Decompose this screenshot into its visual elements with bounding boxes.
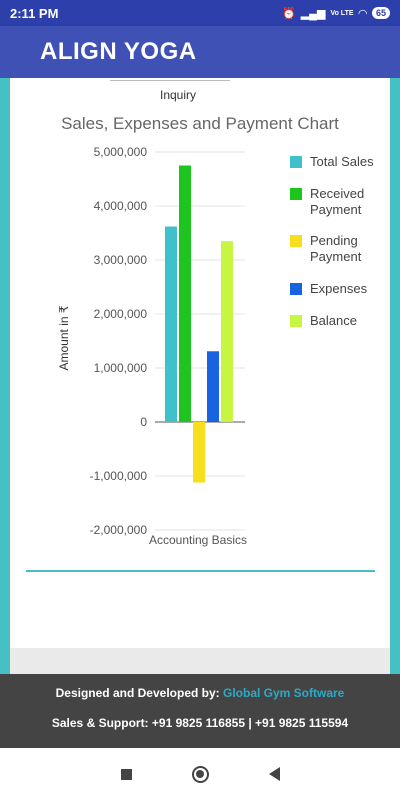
y-tick-label: -2,000,000 — [90, 523, 148, 537]
alarm-icon: ⏰ — [282, 7, 296, 20]
legend-label: Payment — [310, 249, 362, 264]
app-title: ALIGN YOGA — [40, 38, 197, 65]
bar-expenses — [207, 351, 219, 422]
y-tick-label: -1,000,000 — [90, 469, 148, 483]
legend-label: Expenses — [310, 281, 368, 296]
volte-icon: Vo LTE — [330, 9, 354, 17]
legend-label: Pending — [310, 233, 358, 248]
wifi-icon: ◠ — [358, 7, 367, 20]
legend-label: Balance — [310, 313, 357, 328]
system-nav-bar — [0, 748, 400, 800]
y-tick-label: 4,000,000 — [94, 199, 148, 213]
footer: Designed and Developed by: Global Gym So… — [0, 674, 400, 748]
status-icons: ⏰ ▂▄▆ Vo LTE ◠ 65 — [282, 7, 390, 20]
previous-chart-xlabel: Inquiry — [160, 88, 197, 102]
sales-chart: 5,000,000 4,000,000 3,000,000 2,000,000 1,00… — [57, 145, 374, 547]
y-tick-label: 2,000,000 — [94, 307, 148, 321]
app-bar: ALIGN YOGA — [0, 26, 400, 78]
bar-received-payment — [179, 165, 191, 422]
status-time: 2:11 PM — [10, 5, 59, 21]
footer-credit: Designed and Developed by: Global Gym So… — [0, 686, 400, 700]
y-tick-label: 1,000,000 — [94, 361, 148, 375]
legend-label: Payment — [310, 202, 362, 217]
signal-icon: ▂▄▆ — [300, 7, 326, 20]
card-divider — [26, 570, 375, 572]
legend-swatch — [290, 156, 302, 168]
legend-swatch — [290, 235, 302, 247]
y-tick-label: 5,000,000 — [94, 145, 148, 159]
legend-label: Received — [310, 186, 364, 201]
y-tick-label: 3,000,000 — [94, 253, 148, 267]
legend-swatch — [290, 283, 302, 295]
previous-chart-axis — [110, 80, 230, 81]
footer-credit-link[interactable]: Global Gym Software — [223, 686, 345, 700]
battery-icon: 65 — [371, 7, 390, 19]
bar-pending-payment — [193, 422, 205, 483]
legend-swatch — [290, 188, 302, 200]
footer-credit-prefix: Designed and Developed by: — [55, 686, 223, 700]
footer-support: Sales & Support: +91 9825 116855 | +91 9… — [51, 716, 349, 730]
status-bar: 2:11 PM ⏰ ▂▄▆ Vo LTE ◠ 65 — [0, 0, 400, 26]
bar-balance — [221, 241, 233, 422]
chart-title: Sales, Expenses and Payment Chart — [61, 114, 339, 133]
back-icon[interactable] — [268, 767, 280, 781]
y-tick-label: 0 — [140, 415, 147, 429]
legend-swatch — [290, 315, 302, 327]
bar-total-sales — [165, 226, 177, 422]
card-bottom-strip — [10, 648, 390, 674]
legend-label: Total Sales — [310, 154, 374, 169]
chart-card: Inquiry Sales, Expenses and Payment Char… — [10, 78, 390, 648]
y-axis-label: Amount in ₹ — [57, 305, 71, 370]
x-category-label: Accounting Basics — [149, 533, 247, 547]
home-icon[interactable] — [191, 765, 209, 783]
content-area[interactable]: Inquiry Sales, Expenses and Payment Char… — [0, 78, 400, 674]
recent-apps-icon[interactable] — [120, 768, 132, 780]
